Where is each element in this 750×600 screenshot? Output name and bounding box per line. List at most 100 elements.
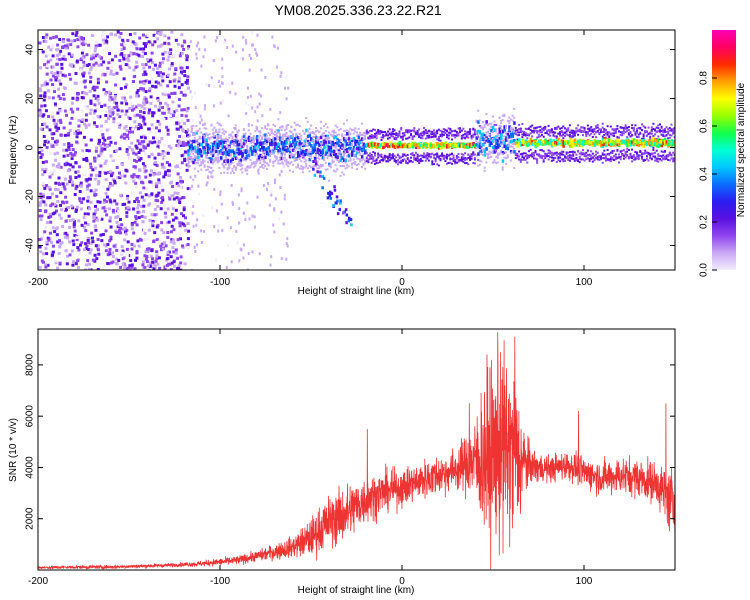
spectrogram-cell [339, 128, 342, 130]
spectrogram-cell [165, 263, 169, 267]
spectrogram-cell [245, 112, 248, 115]
spectrogram-cell [483, 140, 486, 143]
spectrogram-cell [230, 260, 233, 264]
spectrogram-cell [442, 157, 445, 160]
spectrogram-cell [536, 136, 539, 139]
spectrogram-cell [279, 156, 281, 159]
spectrogram-cell [89, 75, 93, 79]
spectrogram-cell [295, 147, 298, 150]
spectrogram-cell [452, 154, 455, 157]
spectrogram-cell [38, 114, 42, 118]
spectrogram-cell [231, 201, 234, 205]
spectrogram-cell [393, 138, 396, 140]
spectrogram-cell [153, 156, 157, 160]
spectrogram-cell [546, 130, 548, 133]
spectrogram-cell [536, 130, 539, 132]
spectrogram-cell [452, 159, 455, 162]
spectrogram-cell [130, 265, 134, 269]
spectrogram-cell [242, 138, 246, 143]
spectrogram-cell [341, 160, 344, 163]
spectrogram-cell [542, 129, 545, 132]
spectrogram-cell [176, 115, 179, 119]
spectrogram-cell [572, 154, 575, 157]
spectrogram-cell [495, 161, 498, 164]
spectrogram-cell [470, 135, 473, 138]
spectrogram-cell [511, 129, 514, 132]
spectrogram-cell [396, 135, 399, 138]
spectrogram-cell [71, 96, 75, 100]
spectrogram-cell [140, 145, 143, 149]
spectrogram-cell [326, 148, 329, 152]
spectrogram-cell [98, 170, 102, 174]
spectrogram-cell [501, 129, 505, 134]
spectrogram-cell [395, 137, 398, 140]
spectrogram-cell [265, 134, 268, 137]
spectrogram-cell [110, 32, 113, 36]
spectrogram-cell [541, 131, 543, 134]
spectrogram-cell [251, 43, 254, 47]
spectrogram-cell [96, 77, 100, 81]
spectrogram-cell [79, 68, 83, 72]
spectrogram-cell [223, 140, 226, 144]
spectrogram-cell [559, 154, 562, 157]
spectrogram-cell [428, 136, 430, 139]
spectrogram-cell [313, 136, 316, 138]
spectrogram-cell [457, 134, 460, 137]
spectrogram-cell [359, 133, 362, 136]
spectrogram-cell [56, 47, 60, 51]
spectrogram-cell [465, 157, 468, 160]
spectrogram-cell [311, 130, 314, 133]
spectrogram-cell [306, 152, 310, 157]
spectrogram-cell [220, 134, 222, 137]
spectrogram-cell [94, 244, 98, 248]
spectrogram-cell [328, 162, 331, 167]
spectrogram-cell [493, 120, 496, 123]
spectrogram-cell [151, 224, 155, 228]
spectrogram-cell [283, 125, 286, 129]
spectrogram-cell [124, 63, 128, 67]
spectrogram-cell [177, 266, 181, 270]
spectrogram-cell [144, 72, 148, 76]
spectrogram-cell [437, 136, 440, 138]
spectrogram-cell [74, 33, 78, 37]
spectrogram-cell [437, 157, 440, 160]
spectrogram-cell [559, 134, 562, 137]
spectrogram-cell [226, 82, 229, 86]
spectrogram-cell [374, 128, 376, 131]
spectrogram-cell [62, 148, 66, 152]
spectrogram-cell [498, 142, 501, 145]
spectrogram-cell [143, 254, 147, 258]
spectrogram-cell [406, 153, 409, 156]
spectrogram-cell [290, 152, 293, 155]
spectrogram-cell [38, 151, 42, 155]
spectrogram-cell [208, 146, 211, 151]
spectrogram-cell [79, 57, 83, 61]
spectrogram-cell [303, 166, 306, 169]
spectrogram-cell [585, 131, 588, 133]
spectrogram-cell [505, 157, 507, 160]
spectrogram-cell [71, 32, 75, 36]
spectrogram-cell [396, 145, 400, 149]
spectrogram-cell [80, 184, 83, 188]
spectrogram-cell [163, 90, 167, 94]
spectrogram-cell [380, 139, 383, 141]
spectrogram-cell [155, 147, 159, 151]
spectrogram-cell [155, 225, 159, 229]
spectrogram-cell [508, 122, 511, 124]
spectrogram-cell [94, 44, 98, 48]
spectrogram-cell [431, 144, 434, 148]
spectrogram-cell [586, 154, 589, 157]
spectrogram-cell [336, 155, 339, 159]
spectrogram-cell [172, 241, 176, 245]
spectrogram-cell [593, 154, 596, 157]
spectrogram-cell [328, 164, 331, 167]
spectrogram-cell [121, 38, 125, 42]
spectrogram-cell [200, 229, 203, 233]
spectrogram-cell [351, 141, 353, 144]
spectrogram-cell [568, 151, 571, 154]
spectrogram-cell [193, 139, 197, 144]
spectrogram-cell [437, 144, 441, 148]
spectrogram-cell [431, 131, 434, 134]
spectrogram-cell [580, 126, 583, 129]
spectrogram-cell [85, 244, 89, 248]
